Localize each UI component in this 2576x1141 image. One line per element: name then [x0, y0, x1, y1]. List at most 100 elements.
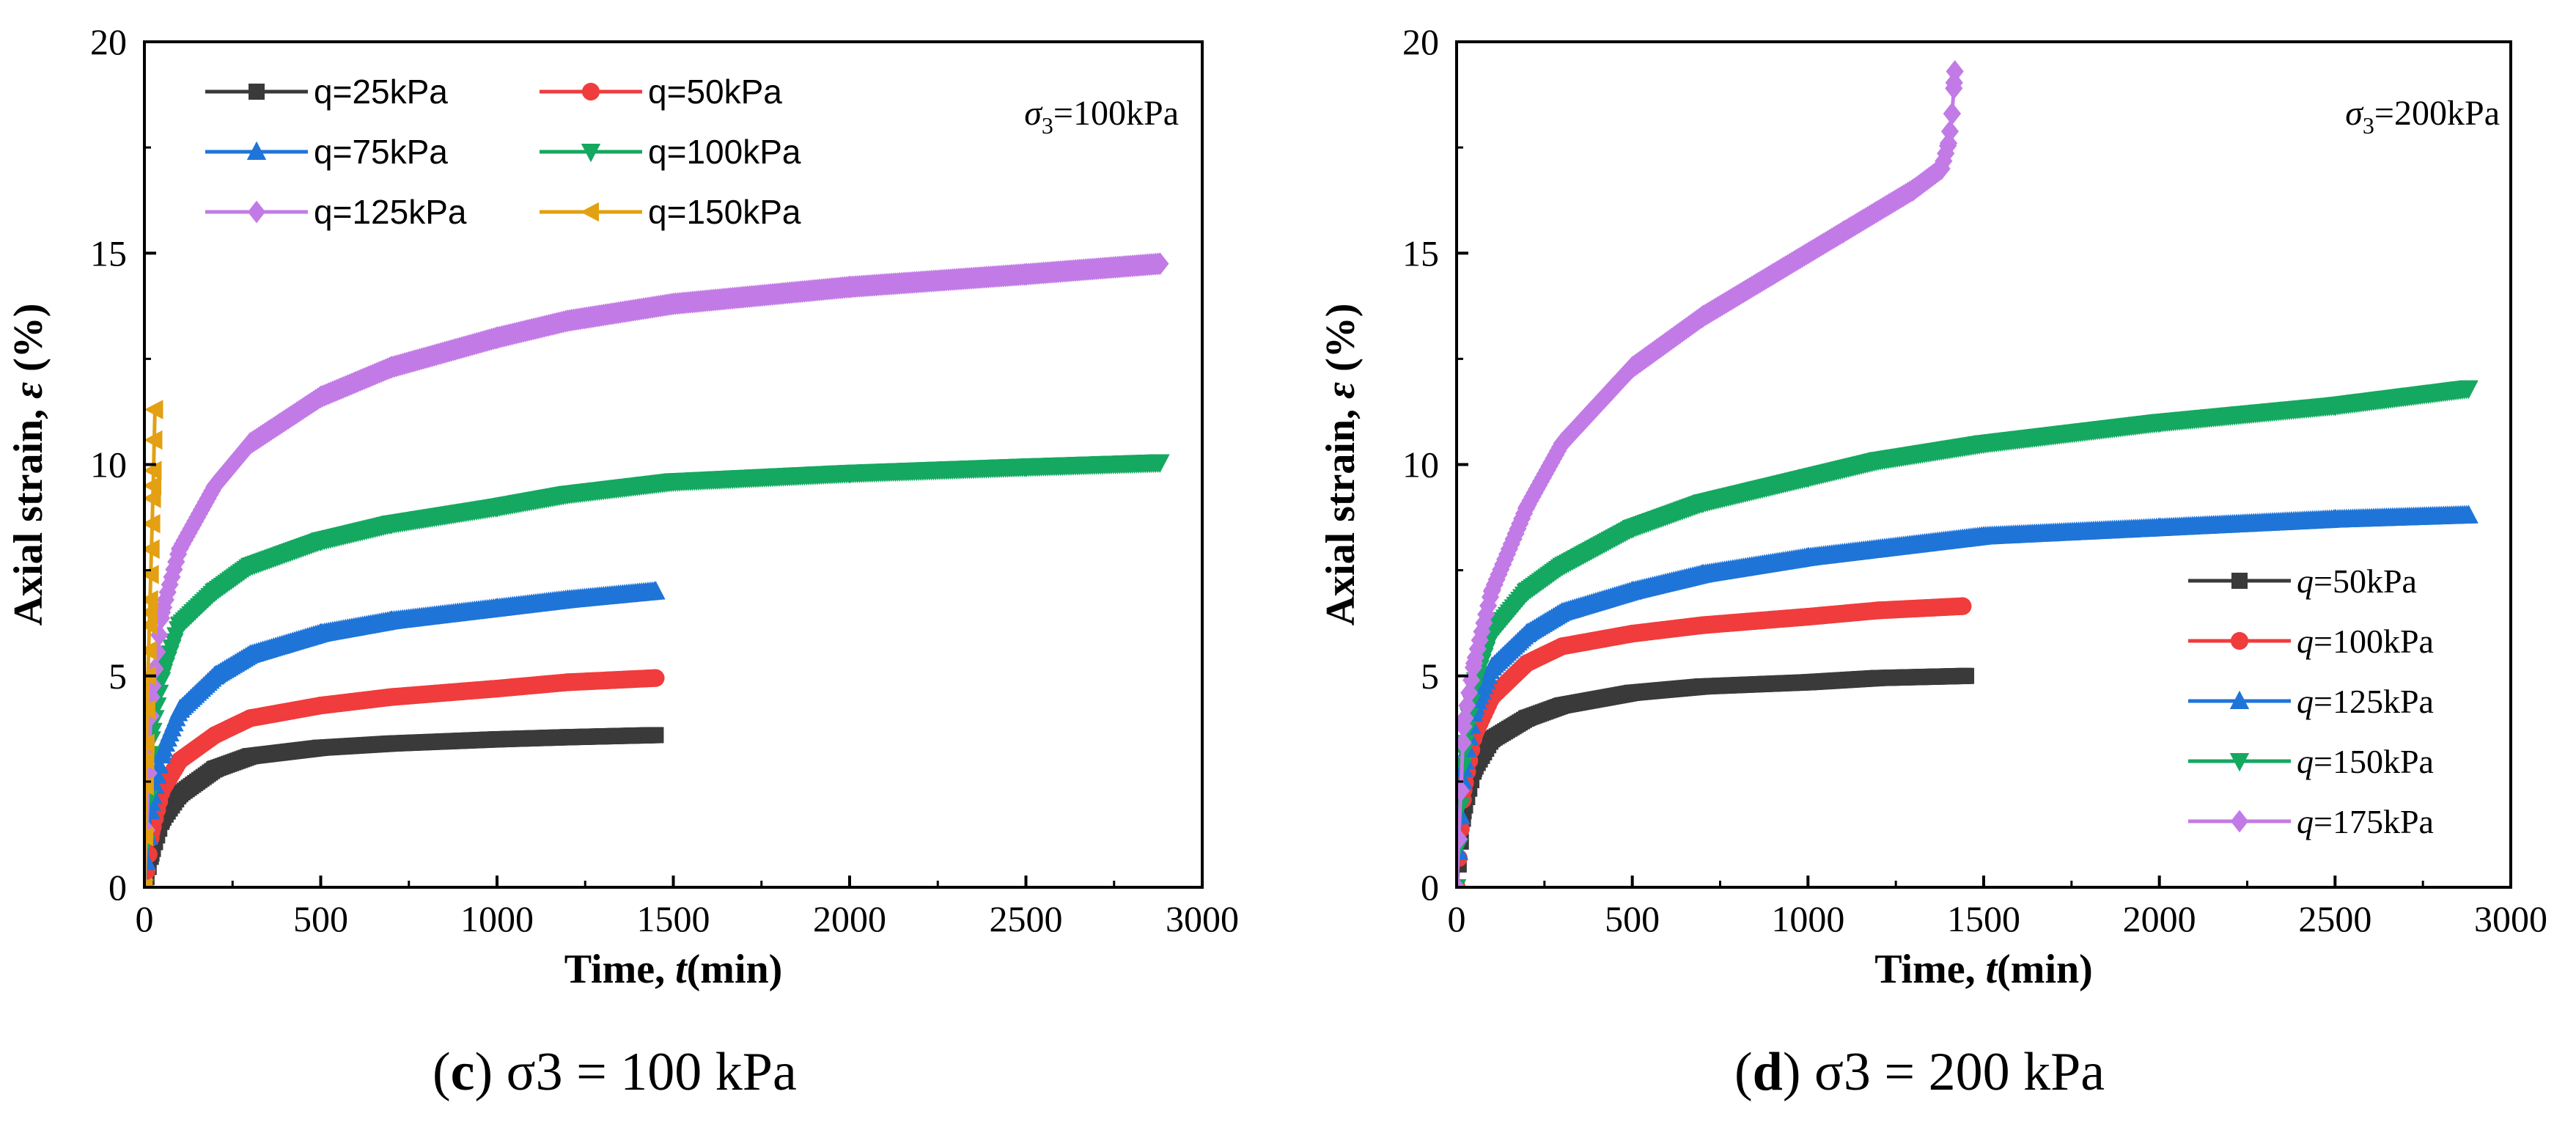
data-point — [1799, 607, 1817, 626]
series-line — [1457, 604, 1963, 887]
y-tick-label: 10 — [90, 444, 127, 485]
data-point — [169, 699, 190, 718]
x-axis-label: Time, t(min) — [564, 947, 783, 992]
data-point — [647, 727, 664, 744]
legend-label: q=175kPa — [2297, 803, 2434, 840]
x-tick-label: 2000 — [813, 898, 886, 939]
legend-marker — [249, 84, 265, 100]
data-point — [144, 826, 153, 847]
x-tick-label: 2500 — [2298, 898, 2371, 939]
series-q=75kPa — [144, 581, 666, 887]
data-point — [1518, 710, 1535, 727]
data-point — [1016, 458, 1036, 477]
series-line — [144, 262, 1160, 887]
legend-item: q=150kPa — [540, 193, 801, 231]
data-point — [1517, 623, 1537, 642]
data-point — [144, 430, 163, 450]
data-point — [1905, 178, 1923, 202]
legend-label: q=125kPa — [314, 193, 467, 231]
data-point — [1553, 637, 1571, 656]
data-point — [1693, 616, 1712, 634]
legend-item: q=175kPa — [2188, 803, 2434, 840]
chart-panel-c: 0 500 1000 1500 2000 2500 3000 0 5 10 15 20 Time, t(… — [6, 21, 1239, 992]
series-line — [144, 676, 656, 887]
data-point — [382, 356, 400, 379]
y-tick-label: 15 — [90, 232, 127, 274]
data-point — [646, 581, 666, 600]
legend-marker — [2231, 573, 2248, 589]
data-point — [1693, 305, 1712, 329]
series-group — [1457, 59, 2479, 887]
x-tick-label: 1000 — [1771, 898, 1844, 939]
legend-label: q=150kPa — [648, 193, 801, 231]
data-point — [1932, 157, 1951, 180]
data-point — [144, 514, 161, 534]
data-point — [169, 617, 190, 636]
legend-label: q=100kPa — [648, 133, 801, 171]
y-axis: 0 5 10 15 20 — [90, 21, 156, 908]
x-tick-label: 0 — [1448, 898, 1466, 939]
data-point — [1553, 697, 1570, 714]
data-point — [1973, 526, 1994, 545]
data-point — [241, 432, 260, 455]
data-point — [840, 275, 859, 298]
data-point — [1869, 601, 1888, 620]
data-point — [1954, 597, 1972, 615]
data-point — [240, 557, 260, 577]
x-tick-label: 0 — [136, 898, 154, 939]
y-axis-label: Axial strain, ε (%) — [6, 304, 51, 626]
legend-marker — [581, 82, 600, 101]
y-tick-label: 10 — [1402, 444, 1439, 485]
data-point — [1517, 495, 1536, 518]
x-tick-label: 3000 — [2474, 898, 2547, 939]
data-point — [144, 640, 157, 661]
series-q=50kPa — [1457, 667, 1975, 887]
data-point — [2459, 505, 2479, 524]
data-point — [1958, 667, 1975, 684]
data-point — [311, 532, 331, 551]
data-point — [381, 610, 401, 629]
legend-marker — [2230, 631, 2249, 650]
x-axis: 0 500 1000 1500 2000 2500 3000 — [1448, 876, 2547, 939]
data-point — [559, 673, 577, 691]
legend-item: q=100kPa — [540, 133, 801, 171]
legend-item: q=150kPa — [2188, 743, 2434, 780]
data-point — [558, 485, 578, 505]
data-point — [1623, 625, 1641, 643]
caption-panel-d: (d) σ3 = 200 kPa — [1734, 1042, 2105, 1102]
x-tick-label: 3000 — [1166, 898, 1239, 939]
data-point — [1624, 684, 1641, 701]
data-point — [1973, 435, 1994, 454]
series-q=50kPa — [144, 669, 665, 887]
data-point — [1623, 356, 1641, 379]
caption-letter: d — [1752, 1042, 1783, 1102]
data-point — [1945, 77, 1963, 100]
data-point — [839, 465, 860, 484]
data-point — [1693, 564, 1712, 583]
data-point — [207, 760, 224, 777]
data-point — [383, 735, 400, 752]
y-tick-label: 5 — [108, 656, 127, 697]
legend: q=50kPa q=100kPa q=125kPa q=150kPa q=175kPa — [2188, 562, 2434, 840]
data-point — [1017, 263, 1035, 286]
caption-letter: c — [450, 1042, 475, 1102]
legend-label: q=150kPa — [2297, 743, 2434, 780]
caption-panel-c: (c) σ3 = 100 kPa — [433, 1042, 797, 1102]
data-point — [241, 709, 260, 727]
x-axis-label: Time, t(min) — [1874, 947, 2093, 992]
data-point — [144, 539, 160, 559]
data-point — [381, 516, 401, 535]
data-point — [206, 474, 224, 497]
data-point — [1483, 731, 1500, 748]
legend-item: q=125kPa — [2188, 683, 2434, 720]
series-q=125kPa — [144, 252, 1169, 887]
data-point — [1834, 221, 1852, 243]
legend-marker — [2229, 753, 2250, 772]
caption-text: σ3 = 200 kPa — [1814, 1042, 2105, 1102]
legend-label: q=75kPa — [314, 133, 448, 171]
legend-marker — [2230, 810, 2249, 833]
legend-marker — [247, 200, 266, 224]
x-tick-label: 2500 — [990, 898, 1063, 939]
series-q=175kPa — [1457, 59, 1964, 887]
x-tick-label: 1500 — [1947, 898, 2020, 939]
